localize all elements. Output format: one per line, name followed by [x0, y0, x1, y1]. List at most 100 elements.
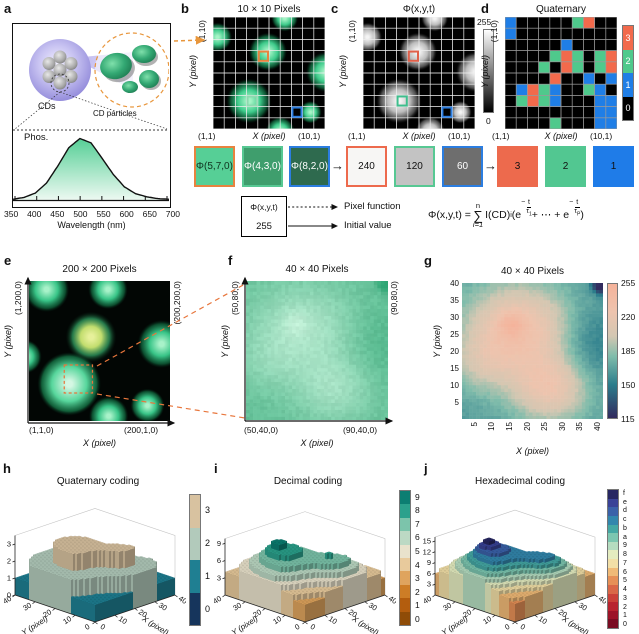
panel-f-ylabel: Y (pixel) [220, 325, 230, 358]
colorbar-segment [608, 584, 618, 594]
colorbar-tick-label: e [623, 498, 627, 506]
g-xtick: 15 [504, 422, 514, 431]
eq-term: I(CD) [485, 209, 511, 222]
panel-f-corner-top-right: (90,80,0) [389, 281, 399, 316]
flow-arrow-1: → [331, 158, 344, 173]
panel-i-title: Decimal coding [273, 476, 343, 487]
colorbar-tick-label: c [623, 516, 627, 524]
colorbar-tick-label: 4 [415, 559, 420, 570]
value-box-120: 120 [394, 146, 435, 187]
colorbar-tick-label: 3 [205, 505, 211, 515]
panel-c-label: c [331, 1, 339, 16]
wavelength-tick: 400 [27, 209, 42, 219]
d-colorbar-segment: 1 [623, 73, 633, 97]
g-xtick: 20 [522, 422, 532, 431]
colorbar-segment [400, 491, 410, 505]
colorbar-segment [608, 576, 618, 585]
cd-particle-blobs [100, 45, 161, 93]
panel-j-bar3d [422, 486, 606, 634]
panel-d-xlabel: X (pixel) [544, 131, 578, 141]
panel-b-label: b [181, 1, 189, 16]
colorbar-segment [608, 533, 618, 542]
wavelength-tick: 700 [165, 209, 180, 219]
panel-c-image [363, 17, 475, 129]
d-colorbar-segment: 3 [623, 26, 633, 50]
colorbar-segment [190, 495, 200, 528]
panel-f-corner-top-left: (50,80,0) [230, 281, 240, 316]
colorbar-segment [608, 541, 618, 551]
panel-e-label: e [4, 253, 12, 268]
pixel-function-label: Pixel function [344, 201, 401, 212]
eq-exponent-1: − t τ1 [521, 198, 532, 218]
zoom-source-circle [50, 73, 70, 93]
colorbar-segment [400, 571, 410, 585]
phos-spectrum-line [12, 137, 170, 200]
colorbar-tick-label: 9 [623, 542, 627, 550]
colorbar-tick-label: 6 [623, 568, 627, 576]
code-box-2: 2 [545, 146, 586, 187]
panel-h-colorbar [189, 494, 201, 626]
colorbar-tick-label: 2 [415, 586, 420, 597]
colorbar-segment [608, 559, 618, 568]
zoom-guide-right [59, 91, 168, 130]
colorbar-segment [400, 558, 410, 572]
panel-f-corner-bottom-left: (50,40,0) [244, 425, 279, 435]
code-box-3: 3 [497, 146, 538, 187]
wavelength-tick: 450 [50, 209, 65, 219]
panel-g-colorbar [607, 283, 618, 419]
colorbar-tick-label: 2 [623, 603, 627, 611]
panel-d-ylabel: Y (pixel) [480, 55, 490, 88]
phos-spectrum-area [13, 138, 169, 201]
colorbar-tick-label: 9 [415, 491, 420, 502]
colorbar-tick-label: 1 [205, 571, 211, 581]
panel-j-title: Hexadecimal coding [474, 476, 566, 487]
panel-a-box [12, 23, 171, 208]
spectrum-ticks [14, 196, 168, 201]
panel-e-corner-top-right: (200,200,0) [172, 281, 182, 325]
phos-label: Phos. [24, 132, 49, 143]
panel-e-image [29, 281, 170, 421]
panel-f-image [246, 281, 388, 420]
panel-j-label: j [424, 461, 428, 476]
colorbar-segment [608, 507, 618, 516]
colorbar-segment [190, 527, 200, 560]
panel-g-ylabel: Y (pixel) [432, 325, 442, 358]
colorbar-segment [400, 584, 410, 599]
panel-b-corner-top-left: (1,10) [197, 20, 207, 43]
colorbar-tick-label: 1 [623, 612, 627, 620]
colorbar-segment [400, 544, 410, 559]
colorbar-segment [608, 490, 618, 499]
panel-j-colorbar [607, 489, 619, 629]
colorbar-tick-label: 6 [415, 532, 420, 543]
panel-e-ylabel: Y (pixel) [3, 325, 13, 358]
g-ytick: 25 [450, 329, 459, 339]
panel-a-label: a [4, 1, 12, 16]
phi-box-2: Φ(4,3,0) [242, 146, 283, 187]
wavelength-tick: 550 [96, 209, 111, 219]
eq-sum: n ∑ i=1 [472, 201, 484, 230]
panel-b-corner-bottom-left: (1,1) [198, 131, 216, 141]
colorbar-segment [190, 592, 200, 625]
g-colorbar-tick: 220 [621, 312, 636, 322]
panel-h-title: Quaternary coding [56, 476, 140, 487]
panel-g-label: g [424, 253, 432, 268]
panel-c-colorbar [483, 29, 494, 113]
panel-g-title: 40 × 40 Pixels [500, 266, 565, 277]
g-colorbar-tick: 255 [621, 278, 636, 288]
g-ytick: 15 [450, 363, 459, 373]
panel-e-xlabel: X (pixel) [82, 438, 116, 448]
colorbar-tick-label: 8 [415, 505, 420, 516]
panel-f-corner-bottom-right: (90,40,0) [343, 425, 378, 435]
colorbar-tick-label: d [623, 507, 627, 515]
g-xtick: 35 [575, 422, 585, 431]
colorbar-tick-label: b [623, 524, 627, 532]
panel-f-label: f [228, 253, 233, 268]
panel-i-colorbar [399, 490, 411, 626]
panel-b-title: 10 × 10 Pixels [237, 4, 301, 15]
panel-d-corner-bottom-right: (10,1) [590, 131, 613, 141]
panel-d-label: d [481, 1, 489, 16]
panel-e-corner-top-left: (1,200,0) [13, 281, 23, 316]
g-xtick: 40 [593, 422, 602, 431]
value-box-60: 60 [442, 146, 483, 187]
panel-c-ylabel: Y (pixel) [338, 55, 348, 88]
